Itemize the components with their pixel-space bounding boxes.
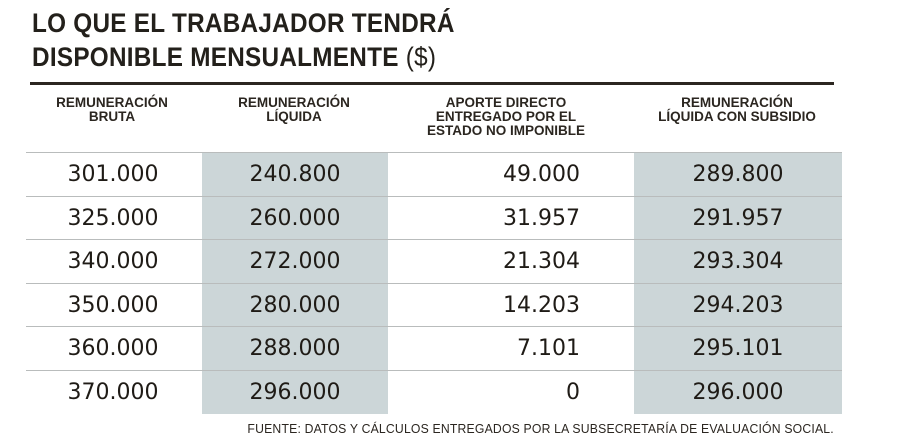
- title-line-2: DISPONIBLE MENSUALMENTE ($): [32, 40, 455, 74]
- header-remuneracion-liquida: REMUNERACIÓN LÍQUIDA: [238, 95, 350, 124]
- table-row: 340.000 272.000 21.304 293.304: [26, 239, 842, 283]
- row-separator: [26, 152, 842, 153]
- cell-liquida-con-subsidio: 294.203: [692, 292, 784, 318]
- source-note: FUENTE: DATOS Y CÁLCULOS ENTREGADOS POR …: [247, 421, 834, 436]
- cell-liquida-con-subsidio: 289.800: [692, 162, 784, 187]
- cell-aporte-directo: 31.957: [503, 205, 580, 231]
- cell-aporte-directo: 14.203: [503, 292, 580, 318]
- cell-remuneracion-bruta: 340.000: [67, 249, 159, 274]
- row-separator: [26, 239, 842, 240]
- cell-remuneracion-bruta: 370.000: [67, 379, 159, 405]
- cell-liquida-con-subsidio: 296.000: [692, 379, 784, 405]
- row-separator: [26, 282, 842, 284]
- cell-remuneracion-liquida: 260.000: [249, 205, 341, 231]
- cell-liquida-con-subsidio: 293.304: [692, 249, 784, 274]
- header-remuneracion-bruta: REMUNERACIÓN BRUTA: [56, 95, 168, 124]
- cell-aporte-directo: 0: [566, 379, 580, 405]
- title-unit: ($): [405, 42, 437, 72]
- table-row: 301.000 240.800 49.000 289.800: [26, 152, 842, 196]
- table-row: 370.000 296.000 0 296.000: [26, 370, 842, 414]
- cell-remuneracion-bruta: 360.000: [67, 336, 159, 361]
- table-row: 350.000 280.000 14.203 294.203: [26, 283, 842, 327]
- cell-aporte-directo: 7.101: [517, 336, 580, 361]
- header-aporte-directo: APORTE DIRECTO ENTREGADO POR EL ESTADO N…: [426, 95, 585, 138]
- cell-remuneracion-liquida: 240.800: [249, 162, 341, 187]
- cell-remuneracion-bruta: 350.000: [67, 292, 159, 318]
- title-line-1: LO QUE EL TRABAJADOR TENDRÁ: [32, 8, 455, 38]
- table-row: 325.000 260.000 31.957 291.957: [26, 196, 842, 240]
- title-divider: [30, 82, 834, 85]
- cell-remuneracion-liquida: 280.000: [249, 292, 341, 318]
- cell-remuneracion-bruta: 301.000: [67, 162, 159, 187]
- row-separator: [26, 326, 842, 327]
- cell-remuneracion-liquida: 272.000: [249, 249, 341, 274]
- cell-liquida-con-subsidio: 295.101: [692, 336, 784, 361]
- cell-liquida-con-subsidio: 291.957: [692, 205, 784, 231]
- cell-remuneracion-liquida: 296.000: [249, 379, 341, 405]
- table-row: 360.000 288.000 7.101 295.101: [26, 326, 842, 370]
- title-line-2-text: DISPONIBLE MENSUALMENTE: [32, 42, 399, 72]
- cell-remuneracion-bruta: 325.000: [67, 205, 159, 231]
- cell-remuneracion-liquida: 288.000: [249, 336, 341, 361]
- page-title: LO QUE EL TRABAJADOR TENDRÁ DISPONIBLE M…: [32, 6, 455, 74]
- row-separator: [26, 369, 842, 371]
- cell-aporte-directo: 21.304: [503, 249, 580, 274]
- row-separator: [26, 195, 842, 197]
- cell-aporte-directo: 49.000: [503, 162, 580, 187]
- header-liquida-con-subsidio: REMUNERACIÓN LÍQUIDA CON SUBSIDIO: [658, 95, 816, 124]
